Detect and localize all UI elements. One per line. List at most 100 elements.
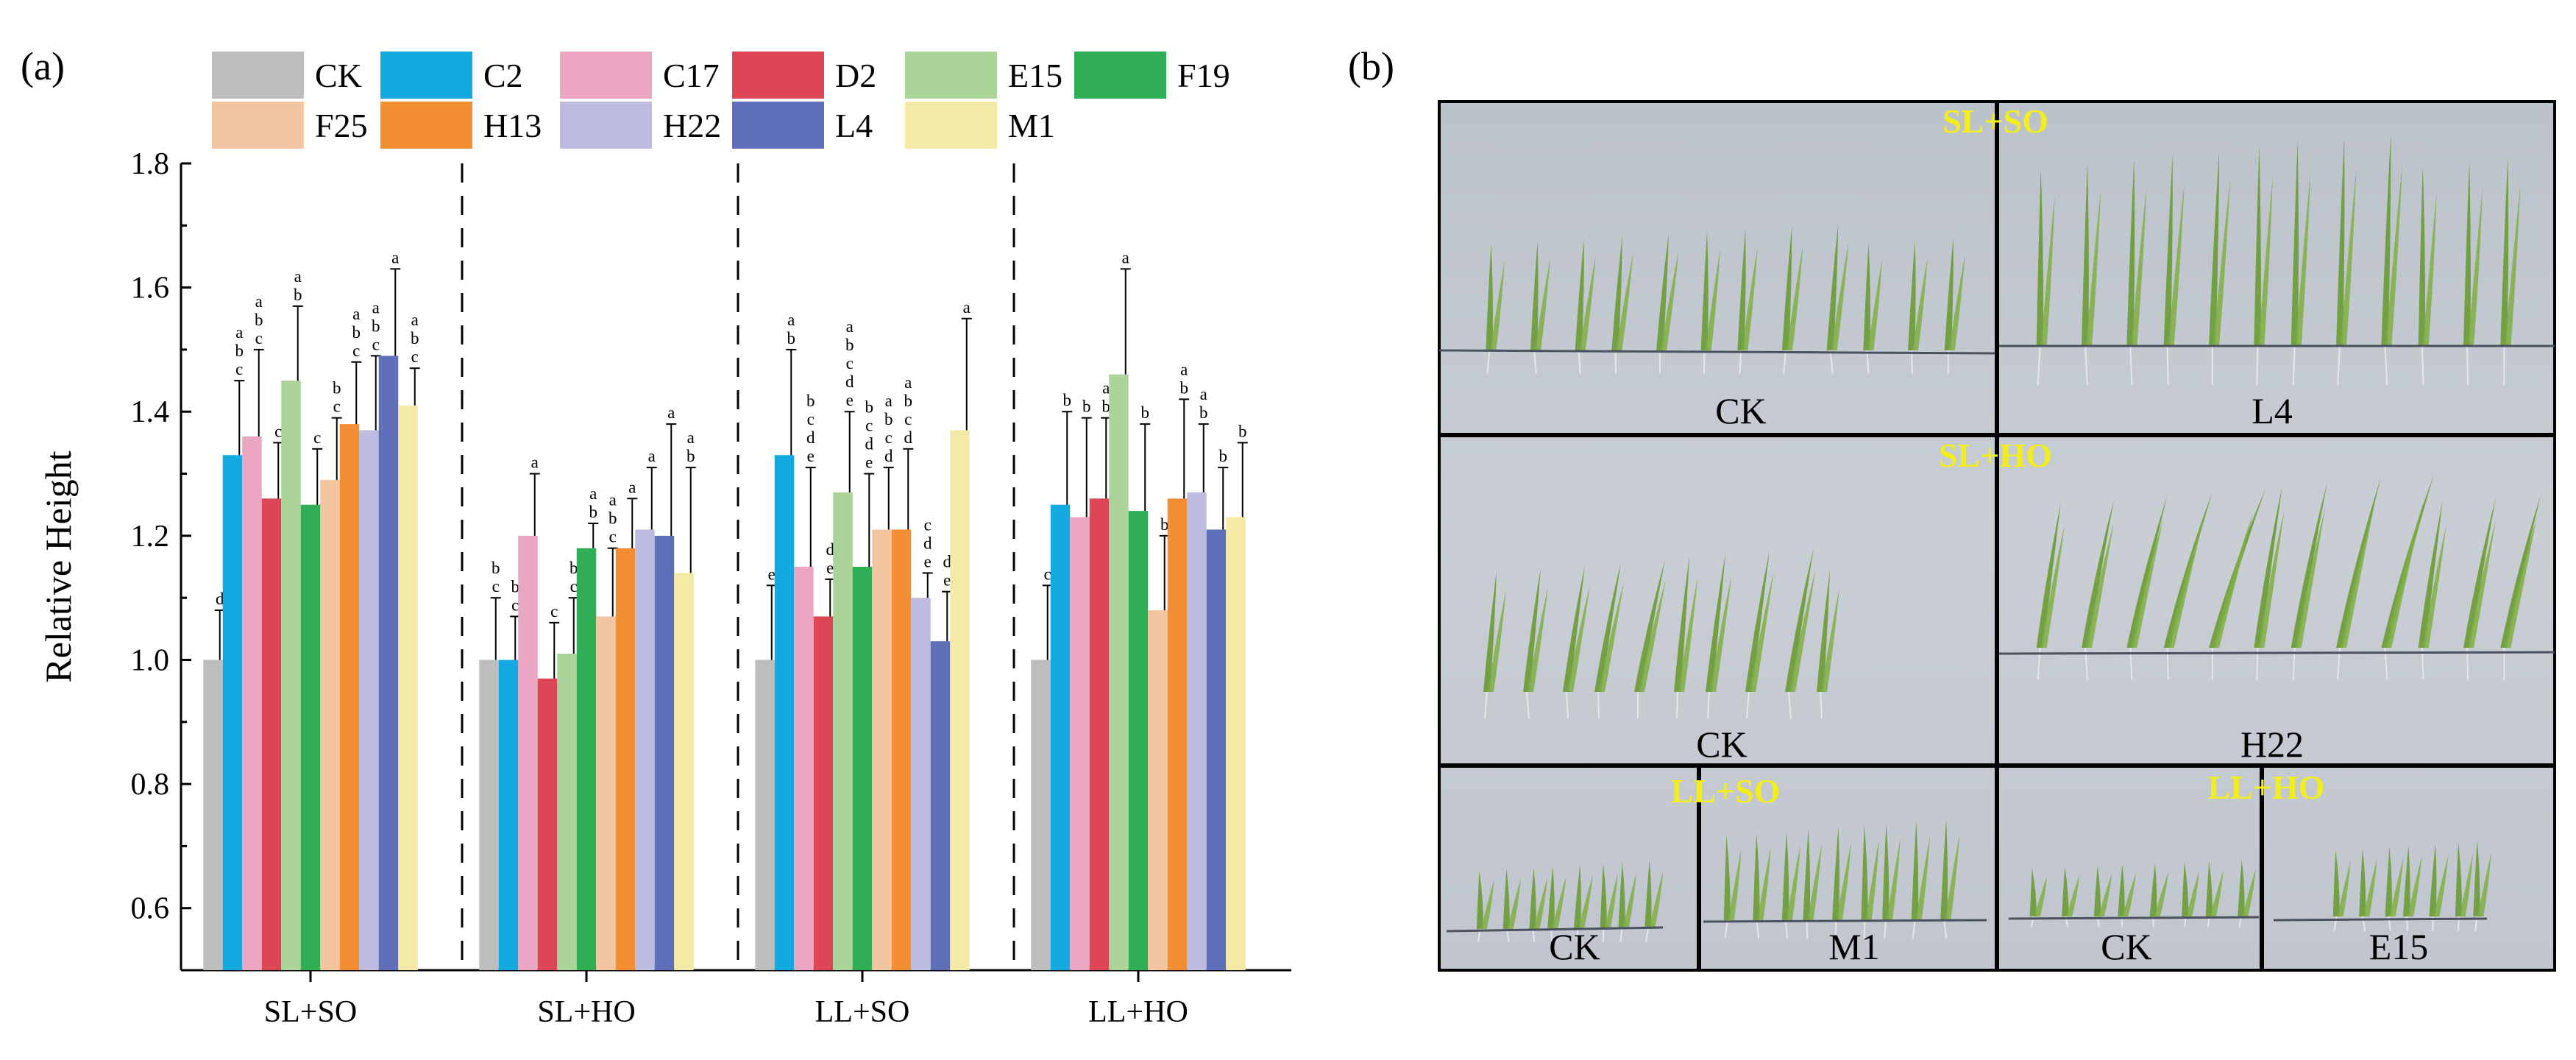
legend-label-ck: CK <box>315 57 362 94</box>
bar-c17-0 <box>242 436 262 970</box>
legend-label-c17: C17 <box>663 57 720 94</box>
photo-label: H22 <box>2240 724 2304 765</box>
bar-f19-2 <box>852 567 873 970</box>
bar-f25-3 <box>1148 610 1168 970</box>
legend-label-l4: L4 <box>835 107 873 144</box>
bar-ck-2 <box>755 660 775 970</box>
chart-legend: CK C2 C17 D2 E15 F19 F25 H13 H22 L4 M1 <box>212 52 1230 149</box>
significance-label: a <box>963 298 971 317</box>
seedlings-sl-so-ck <box>1486 223 1965 374</box>
baseline-line <box>1996 651 2555 655</box>
bar-l4-1 <box>654 535 675 970</box>
legend-label-f25: F25 <box>315 107 368 144</box>
significance-label: c <box>274 422 282 440</box>
legend-swatch-h22 <box>560 102 652 149</box>
bar-l4-0 <box>378 356 399 970</box>
legend-label-h22: H22 <box>663 107 721 144</box>
photo-label: CK <box>2101 926 2151 967</box>
seedlings-ll-so-ck <box>1476 860 1664 942</box>
seedlings-ll-ho-e15 <box>2332 840 2491 931</box>
legend-label-d2: D2 <box>835 57 876 94</box>
bar-h13-2 <box>891 529 912 970</box>
bar-c2-1 <box>498 660 519 970</box>
bar-c17-2 <box>794 567 814 970</box>
legend-label-f19: F19 <box>1177 57 1230 94</box>
bar-c2-3 <box>1050 504 1071 970</box>
photo-label: CK <box>1549 926 1600 967</box>
significance-label: c <box>313 428 321 447</box>
legend-swatch-d2 <box>732 52 824 99</box>
condition-label: SL+SO <box>1942 102 2048 140</box>
legend-label-e15: E15 <box>1008 57 1062 94</box>
bar-f19-1 <box>576 548 597 970</box>
seedling-photo-grid: CK L4 CK H22 CK M1 CK E15 SL+SO SL+HO LL+SO LL+HO <box>1438 100 2556 972</box>
x-axis: SL+SO SL+HO LL+SO LL+HO <box>181 969 1291 1029</box>
legend-swatch-l4 <box>732 102 824 149</box>
bar-h22-3 <box>1187 492 1207 970</box>
legend-swatch-c17 <box>560 52 652 99</box>
photo-label: CK <box>1715 390 1766 431</box>
significance-label: b <box>1238 422 1247 440</box>
legend-swatch-c2 <box>380 52 472 99</box>
bar-f25-0 <box>320 479 340 970</box>
condition-label: LL+HO <box>2207 768 2324 806</box>
y-tick-label: 1.2 <box>131 520 170 554</box>
seedlings-ll-ho-ck <box>2029 860 2256 928</box>
seedlings-sl-ho-h22 <box>2036 474 2541 680</box>
photo-label: CK <box>1696 724 1747 765</box>
bar-f19-0 <box>300 504 321 970</box>
bar-e15-3 <box>1109 374 1129 971</box>
bar-c2-0 <box>222 455 243 970</box>
panel-b-label: (b) <box>1348 44 1394 88</box>
condition-label: LL+SO <box>1671 772 1781 810</box>
seedlings-sl-ho-ck <box>1483 548 1839 719</box>
bar-e15-0 <box>281 381 301 970</box>
bar-f25-1 <box>596 616 616 970</box>
condition-label: SL+HO <box>1939 437 2052 474</box>
legend-swatch-ck <box>212 52 304 99</box>
baseline-line <box>1703 919 1987 923</box>
baseline-line <box>1438 349 1998 355</box>
bar-h13-0 <box>339 424 360 970</box>
legend-swatch-m1 <box>905 102 997 149</box>
y-tick-label: 0.8 <box>131 768 170 802</box>
photo-label: E15 <box>2369 926 2429 967</box>
photo-label: L4 <box>2252 390 2293 431</box>
bar-e15-2 <box>833 492 853 970</box>
significance-label: b <box>1219 447 1228 465</box>
bar-l4-2 <box>930 641 951 970</box>
significance-label: b <box>1082 398 1091 416</box>
y-tick-label: 1.8 <box>131 147 170 181</box>
bar-ck-3 <box>1031 660 1051 970</box>
significance-label: a <box>628 478 636 496</box>
y-tick-label: 0.6 <box>131 892 170 926</box>
bar-h22-2 <box>911 598 931 970</box>
seedlings-sl-so-l4 <box>2036 132 2521 386</box>
bar-m1-0 <box>398 405 418 970</box>
bar-d2-0 <box>261 498 282 970</box>
bar-m1-2 <box>950 430 970 970</box>
significance-label: d <box>216 590 224 608</box>
seedlings-ll-so-m1 <box>1723 819 1960 939</box>
significance-label: a <box>531 453 539 472</box>
baseline-line <box>1446 926 1664 933</box>
legend-swatch-h13 <box>380 102 472 149</box>
x-tick-label: SL+SO <box>264 995 357 1029</box>
bar-f25-2 <box>872 529 892 970</box>
legend-swatch-f25 <box>212 102 304 149</box>
legend-swatch-f19 <box>1074 52 1166 99</box>
